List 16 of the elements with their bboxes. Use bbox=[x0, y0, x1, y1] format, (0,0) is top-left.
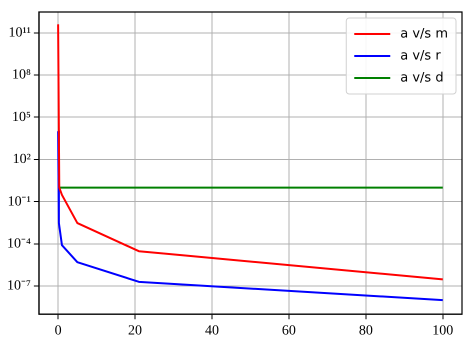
x-tick-label: 20 bbox=[128, 323, 142, 338]
legend-label: a v/s m bbox=[400, 26, 448, 42]
legend-label: a v/s d bbox=[400, 70, 444, 86]
y-tick-label: 10⁻⁴ bbox=[6, 236, 31, 252]
x-tick-label: 40 bbox=[204, 323, 219, 338]
y-tick-label: 10⁵ bbox=[12, 110, 31, 125]
x-tick-label: 100 bbox=[432, 323, 454, 338]
y-tick-label: 10⁻⁷ bbox=[6, 278, 31, 294]
y-tick-label: 10¹¹ bbox=[8, 25, 31, 40]
y-tick-label: 10² bbox=[12, 152, 31, 168]
y-tick-label: 10⁻¹ bbox=[8, 194, 31, 210]
y-tick-label: 10⁸ bbox=[12, 68, 31, 83]
legend-label: a v/s r bbox=[400, 48, 442, 64]
x-tick-label: 80 bbox=[358, 323, 373, 338]
x-tick-label: 60 bbox=[282, 323, 296, 338]
x-tick-label: 0 bbox=[54, 323, 62, 338]
